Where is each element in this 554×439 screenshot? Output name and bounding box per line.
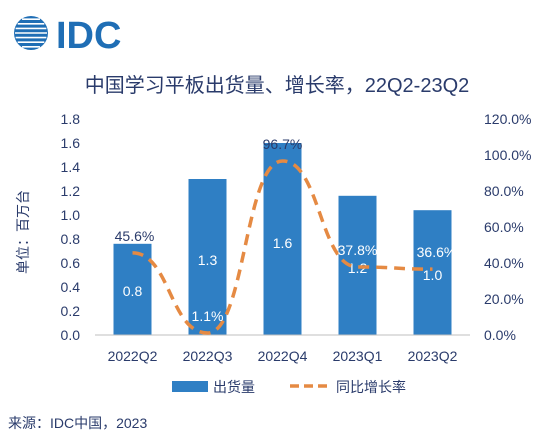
left-tick-label: 0.6 (61, 255, 81, 271)
left-tick-label: 0.8 (61, 231, 81, 247)
bar-data-label: 1.0 (423, 267, 443, 283)
rate-data-label: 1.1% (192, 308, 224, 324)
bar-series (113, 143, 452, 335)
left-tick-label: 1.8 (61, 111, 81, 127)
category-label: 2023Q2 (408, 348, 458, 364)
bar (413, 210, 452, 335)
left-tick-label: 1.2 (61, 183, 81, 199)
bar-data-label: 1.3 (198, 252, 218, 268)
left-tick-label: 1.4 (61, 159, 81, 175)
logo-text: IDC (56, 15, 121, 57)
rate-data-label: 36.6% (417, 244, 457, 260)
bar-data-label: 0.8 (123, 283, 143, 299)
right-tick-label: 0.0% (484, 327, 516, 343)
idc-logo: IDC (14, 15, 121, 57)
chart-title: 中国学习平板出货量、增长率，22Q2-23Q2 (85, 74, 470, 97)
bar (188, 179, 227, 335)
growth-rate-labels: 45.6% 1.1% 96.7% 37.8% 36.6% (115, 136, 457, 324)
rate-data-label: 37.8% (338, 242, 378, 258)
bar (263, 143, 302, 335)
category-label: 2023Q1 (333, 348, 383, 364)
rate-data-label: 45.6% (115, 228, 155, 244)
legend-bar-label: 出货量 (213, 379, 255, 395)
bar (338, 195, 377, 335)
category-label: 2022Q3 (183, 348, 233, 364)
right-tick-label: 20.0% (484, 291, 524, 307)
right-tick-label: 120.0% (484, 111, 531, 127)
rate-data-label: 96.7% (263, 136, 303, 152)
growth-rate-line (132, 159, 433, 335)
bar (113, 243, 152, 335)
left-axis-ticks: 0.0 0.2 0.4 0.6 0.8 1.0 1.2 1.4 1.6 1.8 (61, 111, 81, 343)
legend: 出货量 同比增长率 (172, 379, 406, 395)
right-tick-label: 60.0% (484, 219, 524, 235)
right-axis-ticks: 0.0% 20.0% 40.0% 60.0% 80.0% 100.0% 120.0% (484, 111, 531, 343)
legend-bar-swatch (172, 381, 208, 392)
left-tick-label: 0.2 (61, 303, 81, 319)
category-label: 2022Q4 (258, 348, 308, 364)
bar-data-label: 1.2 (348, 260, 368, 276)
left-tick-label: 1.0 (61, 207, 81, 223)
left-tick-label: 0.0 (61, 327, 81, 343)
right-tick-label: 80.0% (484, 183, 524, 199)
left-tick-label: 1.6 (61, 135, 81, 151)
category-label: 2022Q2 (108, 348, 158, 364)
source-note: 来源：IDC中国，2023 (8, 415, 147, 431)
globe-icon (14, 16, 48, 50)
right-tick-label: 40.0% (484, 255, 524, 271)
bar-data-label: 1.6 (273, 235, 293, 251)
left-tick-label: 0.4 (61, 279, 81, 295)
right-tick-label: 100.0% (484, 147, 531, 163)
y-axis-label: 单位：百万台 (15, 190, 31, 274)
bar-data-labels: 0.8 1.3 1.6 1.2 1.0 (123, 235, 443, 299)
x-axis-ticks: 2022Q2 2022Q3 2022Q4 2023Q1 2023Q2 (108, 348, 458, 364)
legend-line-label: 同比增长率 (336, 379, 406, 395)
